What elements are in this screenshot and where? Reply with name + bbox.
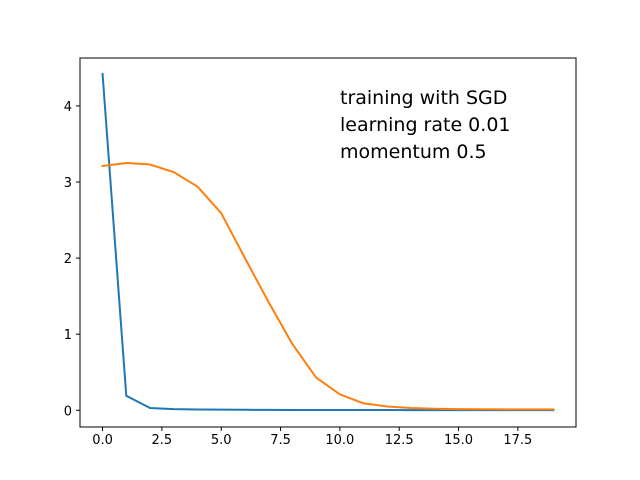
y-tick-label: 3 [64,176,72,191]
annotation-line-2: learning rate 0.01 [340,114,511,136]
x-tick-label: 0.0 [92,433,113,448]
x-tick-label: 7.5 [270,433,291,448]
annotation-line-1: training with SGD [340,87,507,109]
axes-frame [79,57,577,428]
y-tick-label: 4 [64,100,72,115]
x-tick-label: 5.0 [211,433,232,448]
x-tick-label: 17.5 [503,433,532,448]
x-axis: 0.0 2.5 5.0 7.5 10.0 12.5 15.0 17.5 [92,427,532,448]
x-tick-label: 2.5 [152,433,173,448]
y-tick-label: 0 [64,404,72,419]
y-tick-label: 2 [64,252,72,267]
x-tick-label: 12.5 [385,433,414,448]
x-tick-label: 15.0 [444,433,473,448]
annotation-line-3: momentum 0.5 [340,141,487,163]
annotation-box: training with SGD learning rate 0.01 mom… [340,87,511,163]
series-layer [101,72,555,412]
y-tick-label: 1 [64,328,72,343]
series-line-2 [101,161,555,411]
x-tick-label: 10.0 [325,433,354,448]
y-axis: 0 1 2 3 4 [64,100,80,419]
